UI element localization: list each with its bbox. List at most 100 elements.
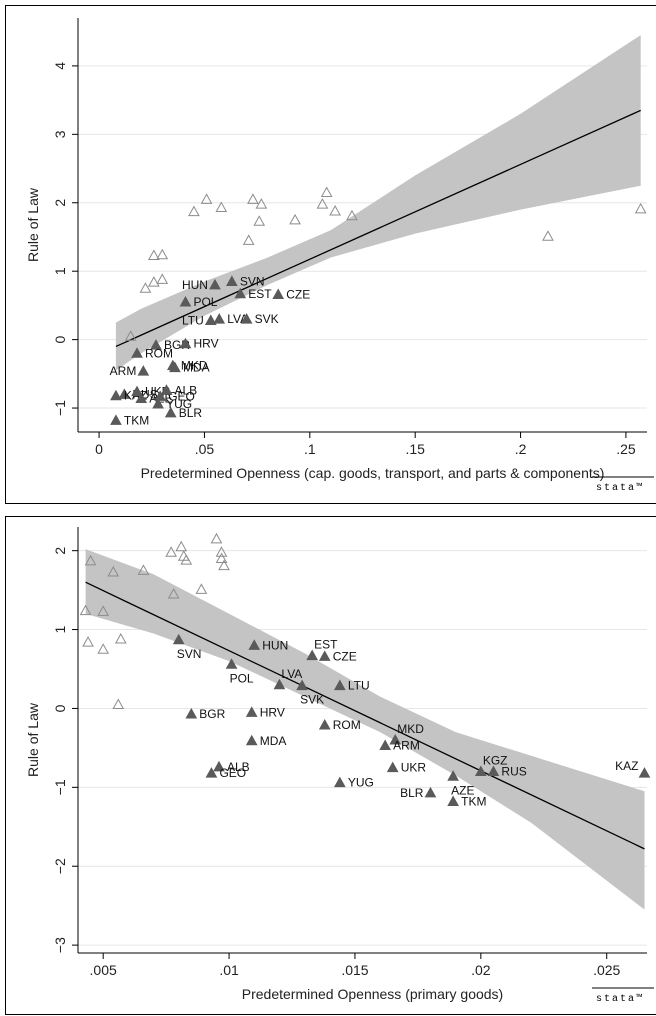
hollow-triangle-marker xyxy=(242,234,255,245)
point-label-alb: ALB xyxy=(227,760,250,774)
filled-triangle-marker xyxy=(209,278,221,290)
hollow-triangle-marker xyxy=(124,330,137,341)
y-tick-label: 0 xyxy=(52,336,68,344)
filled-triangle-marker xyxy=(306,649,318,661)
filled-triangle-marker xyxy=(379,739,392,751)
chart-panel-2: .005 .01 .015 .02 .025 −3 −2 −1 0 1 2 Predetermined… xyxy=(5,516,656,1015)
filled-triangle-marker xyxy=(318,650,331,661)
hollow-triangle-marker xyxy=(289,213,301,225)
hollow-triangle-marker xyxy=(195,583,208,594)
point-label-hrv: HRV xyxy=(260,705,285,719)
y-tick-label: 2 xyxy=(52,547,68,555)
x-axis-title: Predetermined Openness (cap. goods, tran… xyxy=(141,465,605,481)
filled-triangle-marker xyxy=(152,397,164,409)
hollow-triangle-marker xyxy=(210,532,223,544)
hollow-triangle-marker xyxy=(137,564,150,575)
filled-triangle-marker xyxy=(110,389,122,401)
filled-triangle-marker xyxy=(185,707,198,719)
hollow-triangle-marker xyxy=(112,698,125,709)
fit-line xyxy=(85,581,645,850)
point-label-hun: HUN xyxy=(262,638,288,652)
filled-triangle-marker xyxy=(638,767,651,778)
x-tick-label: .025 xyxy=(593,962,620,978)
point-label-rom: ROM xyxy=(145,346,173,360)
x-tick-label: .005 xyxy=(90,962,117,978)
filled-triangle-marker xyxy=(234,287,247,299)
hollow-triangle-marker xyxy=(84,554,97,566)
point-label-aze: AZE xyxy=(451,783,474,797)
x-tick-label: .15 xyxy=(405,441,425,457)
hollow-triangle-marker xyxy=(156,248,169,260)
point-label-ukr: UKR xyxy=(401,761,427,775)
stata-watermark: stata™ xyxy=(596,482,644,494)
hollow-triangle-marker xyxy=(97,643,110,654)
point-label-ltu: LTU xyxy=(348,679,370,693)
filled-triangle-marker xyxy=(110,414,122,425)
x-tick-label: 0 xyxy=(95,441,103,457)
y-tick-label: 4 xyxy=(52,62,68,70)
hollow-triangle-marker xyxy=(320,186,333,197)
chart-2-svg: .005 .01 .015 .02 .025 −3 −2 −1 0 1 2 Predetermined… xyxy=(25,527,654,1005)
x-tick-label: .05 xyxy=(195,441,215,457)
x-tick-label: .1 xyxy=(304,441,316,457)
filled-triangle-marker xyxy=(169,361,181,373)
hollow-triangle-marker xyxy=(188,205,200,217)
filled-triangle-marker xyxy=(333,679,346,691)
point-label-yug: YUG xyxy=(166,397,192,411)
point-label-svk: SVK xyxy=(255,312,279,326)
point-label-kaz: KAZ xyxy=(615,759,638,773)
point-label-yug: YUG xyxy=(348,776,374,790)
filled-triangle-marker xyxy=(386,761,399,773)
hollow-triangle-marker xyxy=(255,198,268,209)
filled-triangle-marker xyxy=(213,760,225,772)
filled-triangle-marker xyxy=(245,706,258,717)
hollow-triangle-marker xyxy=(97,605,110,616)
filled-triangle-marker xyxy=(248,639,261,650)
point-label-svk: SVK xyxy=(300,693,324,707)
filled-triangle-marker xyxy=(447,795,459,807)
point-label-blr: BLR xyxy=(400,786,424,800)
chart-1-svg: 0 .05 .1 .15 .2 .25 −1 0 1 2 3 4 Predetermined Openn… xyxy=(25,18,654,494)
filled-triangle-marker xyxy=(179,295,192,307)
y-tick-label: 2 xyxy=(52,199,68,207)
point-label-ukr: UKR xyxy=(145,385,171,399)
filled-triangle-marker xyxy=(179,337,192,349)
point-label-hun: HUN xyxy=(182,278,208,292)
filled-triangle-marker xyxy=(447,770,459,781)
filled-triangle-marker xyxy=(424,786,437,798)
filled-triangle-marker xyxy=(225,658,238,669)
filled-triangle-marker xyxy=(225,275,238,286)
filled-triangle-marker xyxy=(137,365,150,376)
filled-triangle-marker xyxy=(150,339,162,350)
y-tick-label: 3 xyxy=(52,130,68,138)
filled-triangle-marker xyxy=(474,765,487,777)
stata-watermark: stata™ xyxy=(596,993,644,1005)
filled-triangle-marker xyxy=(333,776,346,788)
confidence-band xyxy=(85,549,645,910)
filled-triangle-marker xyxy=(131,385,143,397)
point-label-rus: RUS xyxy=(501,765,526,779)
filled-triangle-marker xyxy=(240,313,253,324)
hollow-triangle-marker xyxy=(148,276,160,287)
point-label-tkm: TKM xyxy=(124,413,149,427)
y-axis-title: Rule of Law xyxy=(25,187,41,262)
point-label-bgr: BGR xyxy=(199,707,225,721)
filled-triangle-marker xyxy=(164,406,177,418)
filled-triangle-marker xyxy=(245,734,258,746)
filled-triangle-marker xyxy=(205,767,218,778)
point-label-ltu: LTU xyxy=(182,313,204,327)
point-label-svn: SVN xyxy=(177,647,202,661)
hollow-triangle-marker xyxy=(139,282,152,293)
filled-triangle-marker xyxy=(272,288,285,299)
filled-triangle-marker xyxy=(118,388,131,399)
hollow-triangle-marker xyxy=(329,204,341,216)
x-tick-label: .01 xyxy=(219,962,239,978)
filled-triangle-marker xyxy=(172,633,185,645)
hollow-triangle-marker xyxy=(542,230,554,241)
confidence-band xyxy=(115,35,641,371)
filled-triangle-marker xyxy=(204,314,217,325)
x-tick-label: .015 xyxy=(341,962,368,978)
filled-triangle-marker xyxy=(389,733,402,745)
hollow-triangle-marker xyxy=(79,604,92,616)
filled-triangle-marker xyxy=(131,347,143,358)
